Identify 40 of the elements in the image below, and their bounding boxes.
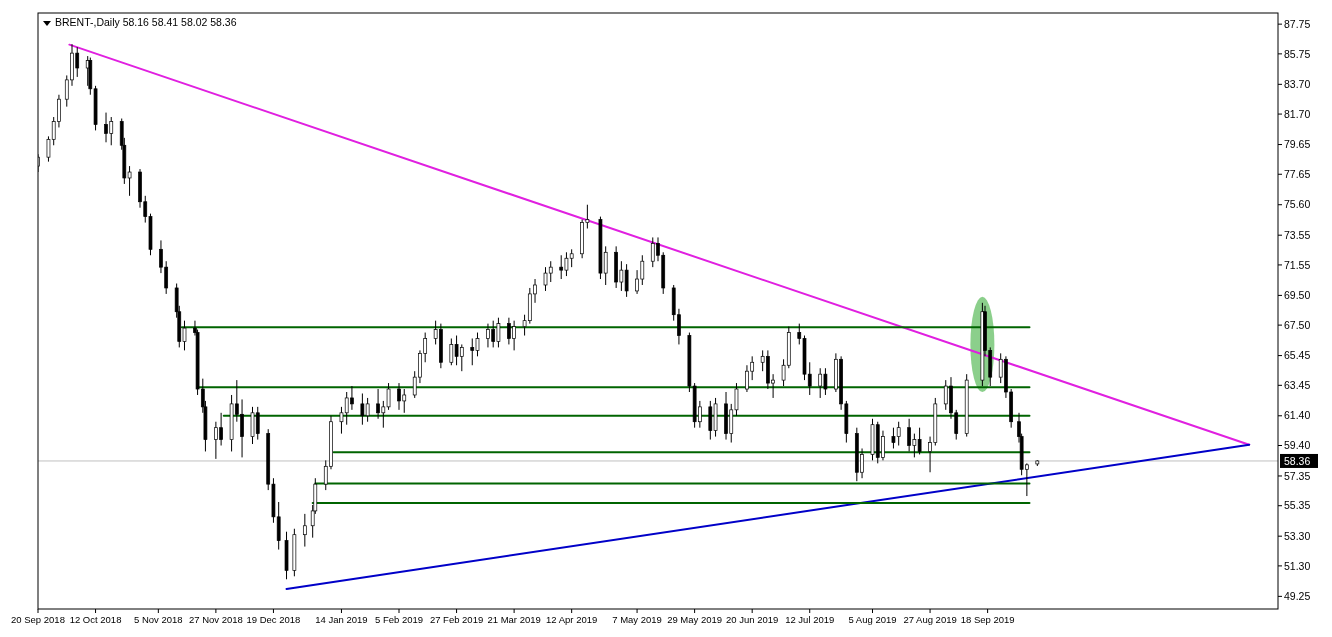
y-tick-label: 59.40 [1284,439,1311,452]
x-tick-label: 29 May 2019 [667,614,723,625]
x-tick-label: 12 Jul 2019 [785,614,835,625]
ref-line-label: 58.36 [1284,454,1311,467]
y-tick-label: 73.55 [1284,228,1311,241]
y-tick-label: 87.75 [1284,17,1311,30]
y-tick-label: 51.30 [1284,559,1311,572]
y-tick-label: 77.65 [1284,167,1311,180]
x-tick-label: 20 Jun 2019 [726,614,779,625]
y-tick-label: 53.30 [1284,529,1311,542]
candlestick [302,513,307,548]
y-tick-label: 69.50 [1284,289,1311,302]
y-tick-label: 85.75 [1284,47,1311,60]
y-tick-label: 81.70 [1284,107,1311,120]
y-tick-label: 79.65 [1284,138,1311,151]
x-tick-label: 18 Sep 2019 [960,614,1015,625]
x-tick-label: 20 Sep 2018 [11,614,65,625]
chart-title: BRENT-,Daily 58.16 58.41 58.02 58.36 [55,16,237,28]
y-tick-label: 83.70 [1284,78,1311,91]
x-tick-label: 12 Apr 2019 [546,614,598,625]
y-tick-label: 63.45 [1284,378,1311,391]
x-tick-label: 12 Oct 2018 [69,614,122,625]
y-tick-label: 49.25 [1284,590,1311,603]
x-tick-label: 19 Dec 2018 [246,614,301,625]
y-tick-label: 71.55 [1284,258,1311,271]
y-tick-label: 65.45 [1284,349,1311,362]
y-tick-label: 67.50 [1284,318,1311,331]
y-tick-label: 61.40 [1284,409,1311,422]
y-tick-label: 75.60 [1284,198,1311,211]
y-tick-label: 55.35 [1284,499,1311,512]
x-tick-label: 27 Aug 2019 [903,614,957,625]
y-tick-label: 57.35 [1284,469,1311,482]
x-tick-label: 5 Nov 2018 [134,614,183,625]
x-tick-label: 14 Jan 2019 [315,614,368,625]
x-tick-label: 27 Feb 2019 [429,614,484,625]
x-tick-label: 5 Feb 2019 [374,614,424,625]
x-tick-label: 21 Mar 2019 [487,614,541,625]
x-tick-label: 27 Nov 2018 [188,614,243,625]
x-tick-label: 5 Aug 2019 [848,614,897,625]
x-tick-label: 7 May 2019 [612,614,662,625]
